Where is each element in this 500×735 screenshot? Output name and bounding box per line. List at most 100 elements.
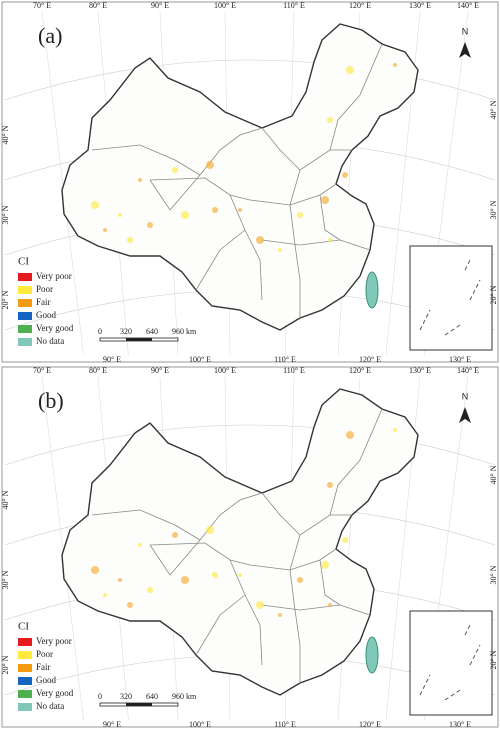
country-outline — [61, 388, 419, 696]
legend-label: Fair — [36, 662, 51, 672]
province-border — [91, 509, 201, 541]
ci-patch — [328, 603, 332, 607]
lon-label: 100° E — [189, 355, 211, 364]
ci-patch — [346, 66, 354, 74]
ci-patch — [147, 222, 153, 228]
lat-label: 20° N — [489, 285, 498, 304]
scale-label: 320 — [120, 327, 132, 336]
lon-label: 120° E — [349, 366, 371, 375]
ci-patch — [91, 566, 99, 574]
country-outline — [61, 23, 419, 331]
no-data-area — [365, 636, 379, 674]
legend-swatch — [18, 325, 32, 333]
lon-label: 100° E — [214, 366, 236, 375]
legend-label: Good — [36, 310, 56, 320]
ci-patch — [297, 577, 303, 583]
ci-patch — [327, 117, 333, 123]
legend-title: CI — [18, 621, 29, 633]
inset-box — [409, 610, 493, 716]
ci-patch — [212, 207, 218, 213]
lon-label: 80° E — [89, 366, 107, 375]
ci-patch — [127, 602, 133, 608]
ci-patch — [327, 482, 333, 488]
lat-label: 40° N — [1, 490, 10, 509]
scale-label: 960 km — [172, 692, 197, 701]
ci-patch — [393, 63, 397, 67]
lon-label: 110° E — [283, 1, 305, 10]
province-border — [329, 43, 383, 151]
lon-label: 120° E — [359, 720, 381, 729]
lon-label: 130° E — [409, 366, 431, 375]
scale-label: 640 — [146, 327, 158, 336]
scale-label: 960 km — [172, 327, 197, 336]
lon-label: 120° E — [359, 355, 381, 364]
legend-label: No data — [36, 336, 64, 346]
province-border — [289, 149, 352, 206]
inset-dashes — [419, 259, 481, 336]
ci-patch — [138, 178, 142, 182]
province-border — [195, 229, 246, 291]
lat-label: 40° N — [1, 125, 10, 144]
panel-label: (a) — [38, 23, 62, 48]
lon-label: 110° E — [283, 366, 305, 375]
lat-label: 30° N — [489, 200, 498, 219]
panel-label: (b) — [38, 388, 64, 413]
panel-frame — [1, 366, 499, 728]
legend-label: Very good — [36, 688, 74, 698]
province-border — [149, 542, 251, 566]
ci-patch — [172, 167, 178, 173]
scale-bar — [126, 338, 152, 341]
lat-label: 20° N — [1, 290, 10, 309]
lat-label: 30° N — [489, 565, 498, 584]
lon-label: 100° E — [214, 1, 236, 10]
ci-patch — [256, 601, 264, 609]
lon-label: 130° E — [449, 720, 471, 729]
lon-label: 130° E — [449, 355, 471, 364]
lon-label: 140° E — [457, 366, 479, 375]
province-border — [91, 144, 201, 176]
ci-patch — [147, 587, 153, 593]
ci-patch — [103, 593, 107, 597]
province-border — [261, 492, 301, 536]
lon-label: 90° E — [151, 1, 169, 10]
ci-patch — [206, 526, 214, 534]
province-border — [261, 127, 301, 171]
province-border — [319, 559, 341, 606]
lon-label: 120° E — [349, 1, 371, 10]
legend-label: Very poor — [36, 636, 72, 646]
ci-patch — [118, 578, 122, 582]
lon-label: 70° E — [33, 366, 51, 375]
legend-swatch — [18, 651, 32, 659]
legend-label: Poor — [36, 649, 53, 659]
ci-patch — [342, 172, 348, 178]
province-border — [289, 204, 301, 318]
legend-swatch — [18, 664, 32, 672]
lon-label: 90° E — [103, 720, 121, 729]
ci-patch — [328, 238, 332, 242]
legend-swatch — [18, 677, 32, 685]
ci-patch — [181, 576, 189, 584]
lon-label: 100° E — [189, 720, 211, 729]
map-panel: (b) N 70° E 80° E 90° E 100° E 110° E 120° E 130… — [1, 366, 499, 729]
scale-label: 0 — [98, 327, 102, 336]
scale-label: 640 — [146, 692, 158, 701]
ci-patch — [118, 213, 122, 217]
province-border — [289, 569, 301, 683]
ci-patch — [342, 537, 348, 543]
lon-label: 90° E — [151, 366, 169, 375]
scale-label: 0 — [98, 692, 102, 701]
ci-patch — [103, 228, 107, 232]
ci-patch — [297, 212, 303, 218]
legend-swatch — [18, 338, 32, 346]
legend-swatch — [18, 703, 32, 711]
legend-label: Poor — [36, 284, 53, 294]
scale-bar — [126, 703, 152, 706]
ci-patch — [238, 208, 242, 212]
ci-patch — [91, 201, 99, 209]
lon-label: 110° E — [274, 720, 296, 729]
ci-patch — [346, 431, 354, 439]
province-border — [261, 604, 371, 616]
map-panel: (a) N 70° E 80° E 90° E 100° E 110° E 120° E 130… — [1, 1, 499, 364]
legend-swatch — [18, 690, 32, 698]
north-label: N — [462, 26, 469, 36]
